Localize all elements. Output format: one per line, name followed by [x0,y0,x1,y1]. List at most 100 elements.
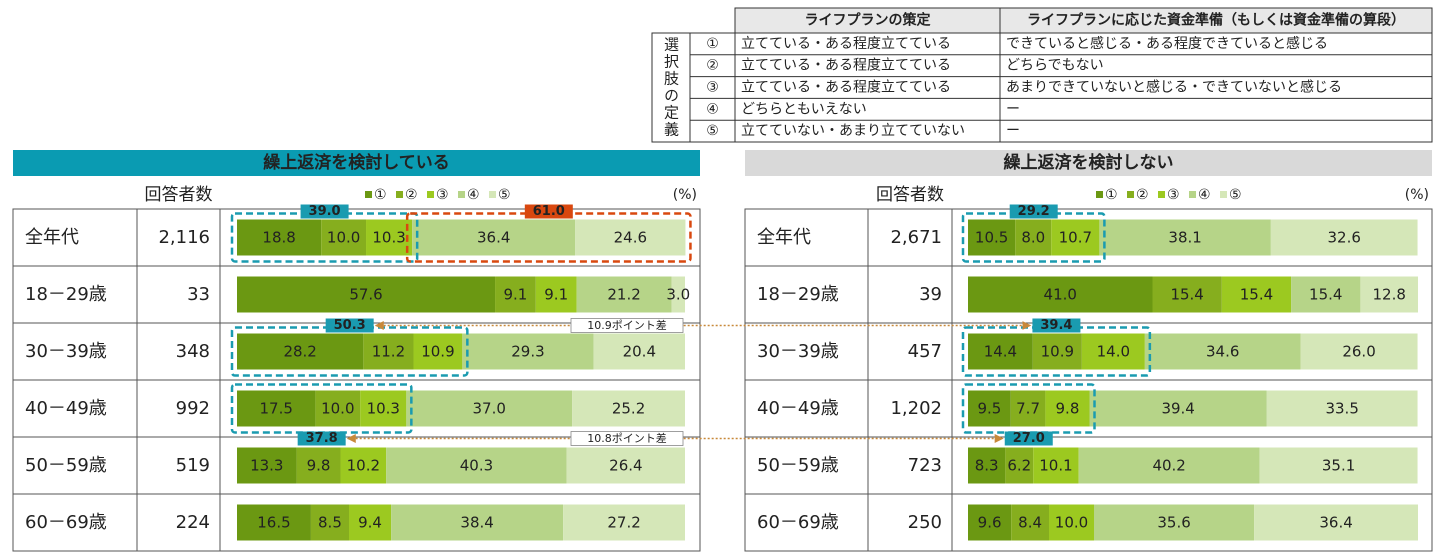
bar-segment [968,390,1011,427]
legend-label: ① [1105,187,1118,203]
bar-label: 6.2 [1007,457,1031,475]
bar-segment [1266,390,1418,427]
bar-segment [237,276,496,313]
bar-segment [1259,447,1418,484]
row-label: 40－49歳 [25,398,107,419]
highlight-label-bg [1009,204,1058,219]
bar-label: 35.1 [1322,457,1355,475]
bar-segment [576,276,672,313]
bar-segment [1033,447,1079,484]
highlight-label-bg [1032,318,1081,333]
table-cell: できていると感じる・ある程度できていると感じる [1006,35,1328,52]
highlight-label: 50.3 [334,318,366,333]
count-label: 33 [187,284,210,305]
bar-segment [237,504,311,541]
bar-label: 17.5 [259,400,292,418]
bar-label: 41.0 [1044,286,1077,304]
bar-label: 35.6 [1157,514,1190,532]
bar-segment [593,333,685,370]
highlight-label: 37.8 [306,431,338,446]
bar-label: 9.6 [978,514,1002,532]
legend-swatch [458,191,465,198]
bar-segment [566,447,685,484]
bar-label: 11.2 [372,343,405,361]
bar-segment [391,504,564,541]
bar-label: 18.8 [262,229,295,247]
bar-label: 28.2 [283,343,316,361]
legend-swatch [396,191,403,198]
bar-segment [321,219,367,256]
bar-segment [1221,276,1292,313]
legend-label: ⑤ [498,187,511,203]
bar-segment [406,390,573,427]
bar-label: 9.1 [504,286,528,304]
highlight-label: 29.2 [1018,204,1050,219]
comparison-label-bg [570,431,684,446]
highlight-label: 27.0 [1013,431,1045,446]
bar-label: 10.0 [321,400,354,418]
legend-label: ② [1136,187,1149,203]
bar-segment [671,276,685,313]
unit-label: (%) [1405,187,1429,203]
table-cell: 立てている・ある程度立てている [741,36,951,52]
legend-label: ④ [467,187,480,203]
bar-label: 10.5 [975,229,1008,247]
bar-segment [563,504,685,541]
bar-label: 39.4 [1161,400,1194,418]
bar-label: 10.1 [1039,457,1072,475]
panel-title: 繰上返済を検討している [263,152,450,173]
bar-segment [1011,504,1049,541]
bar-label: 10.9 [421,343,454,361]
legend-label: ③ [1167,187,1180,203]
bar-label: 15.4 [1170,286,1203,304]
bar-label: 8.4 [1018,514,1042,532]
highlight-label: 39.4 [1040,318,1072,333]
table-cell: ー [1006,123,1020,139]
bar-segment [1300,333,1418,370]
bar-label: 8.0 [1021,229,1045,247]
bar-label: 9.5 [977,400,1001,418]
bar-segment [1270,219,1418,256]
bar-segment [462,333,594,370]
bar-segment [1089,390,1267,427]
bar-label: 9.8 [307,457,331,475]
bar-segment [412,219,576,256]
table-header-bg [735,8,1432,33]
panel-title: 繰上返済を検討しない [1004,152,1174,173]
count-header: 回答者数 [876,185,944,205]
table-cell: ー [1006,101,1020,117]
bar-label: 36.4 [1319,514,1352,532]
bar-label: 10.2 [347,457,380,475]
comparison-label: 10.9ポイント差 [587,318,667,332]
legend-label: ② [405,187,418,203]
bar-segment [572,390,685,427]
count-label: 457 [908,341,942,362]
bar-segment [349,504,392,541]
count-label: 250 [908,512,942,533]
bar-segment [413,333,463,370]
bar-label: 9.1 [544,286,568,304]
bar-segment [237,333,364,370]
table-cell: ① [706,36,719,52]
panel-title-bg [745,150,1432,176]
legend-swatch [489,191,496,198]
highlight-label-bg [1004,431,1053,446]
bar-label: 10.3 [372,229,405,247]
legend-swatch [1158,191,1165,198]
bar-label: 10.0 [327,229,360,247]
bar-label: 8.5 [318,514,342,532]
count-label: 992 [176,398,210,419]
bar-label: 36.4 [477,229,510,247]
bar-label: 29.3 [511,343,544,361]
bar-segment [535,276,577,313]
row-label: 全年代 [25,227,79,248]
bar-label: 38.4 [460,514,493,532]
bar-label: 3.0 [666,286,690,304]
legend-label: ③ [436,187,449,203]
bar-label: 25.2 [612,400,645,418]
bar-label: 32.6 [1327,229,1360,247]
row-label: 50－59歳 [25,455,107,476]
bar-label: 10.7 [1059,229,1092,247]
legend-swatch [1220,191,1227,198]
legend-swatch [1189,191,1196,198]
